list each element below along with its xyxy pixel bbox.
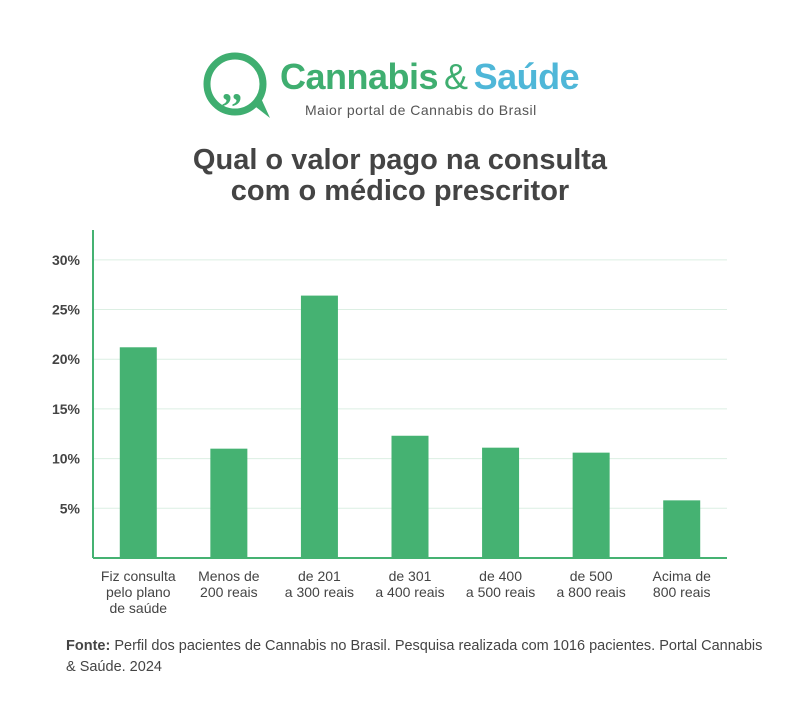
brand-name-part2: Saúde [473,56,580,97]
bar [300,295,338,558]
grid-lines [93,259,727,509]
x-tick-label: Acima de 800 reais [653,568,712,600]
chart-title-line2: com o médico prescritor [230,175,570,207]
source-label: Fonte: [66,638,111,654]
y-tick-label: 30% [52,252,81,268]
x-tick-labels: Fiz consulta pelo plano de saúde Menos de 20… [101,568,711,616]
bar [210,448,248,558]
brand-name-part1: Cannabis [280,56,439,97]
source-text: Perfil dos pacientes de Cannabis no Bras… [66,638,763,675]
source-note: Fonte: Perfil dos pacientes de Cannabis … [66,636,766,678]
y-tick-label: 25% [52,302,81,318]
bar [572,452,610,558]
y-tick-label: 15% [52,401,81,417]
x-tick-label: de 301 a 400 reais [375,568,444,600]
x-tick-label: de 400 a 500 reais [466,568,535,600]
bars [119,295,701,558]
y-tick-label: 5% [60,500,81,516]
chart-title-line1: Qual o valor pago na consulta [192,144,608,176]
chart-title: Qual o valor pago na consulta com o médi… [0,145,800,207]
x-tick-label: de 500 a 800 reais [557,568,626,600]
bar [663,500,701,558]
brand-tagline: Maior portal de Cannabis do Brasil [305,102,537,118]
bar-chart: 5% 10% 15% 20% 25% 30% Fiz consulta pelo plano… [52,230,727,616]
bar [119,347,157,558]
brand-name: Cannabis & Saúde [280,56,580,98]
brand-name-amp: & [444,56,468,97]
x-tick-label: Fiz consulta pelo plano de saúde [101,568,176,616]
y-tick-label: 10% [52,451,81,467]
x-tick-label: Menos de 200 reais [198,568,260,600]
speech-bubble-quote-icon: ,, [203,52,270,118]
svg-text:,,: ,, [222,64,242,109]
y-tick-labels: 5% 10% 15% 20% 25% 30% [52,252,81,516]
y-tick-label: 20% [52,351,81,367]
bar [391,435,429,558]
bar [482,447,520,558]
x-tick-label: de 201 a 300 reais [285,568,354,600]
brand-logo: ,, Cannabis & Saúde Maior portal de Cannab… [200,50,620,122]
